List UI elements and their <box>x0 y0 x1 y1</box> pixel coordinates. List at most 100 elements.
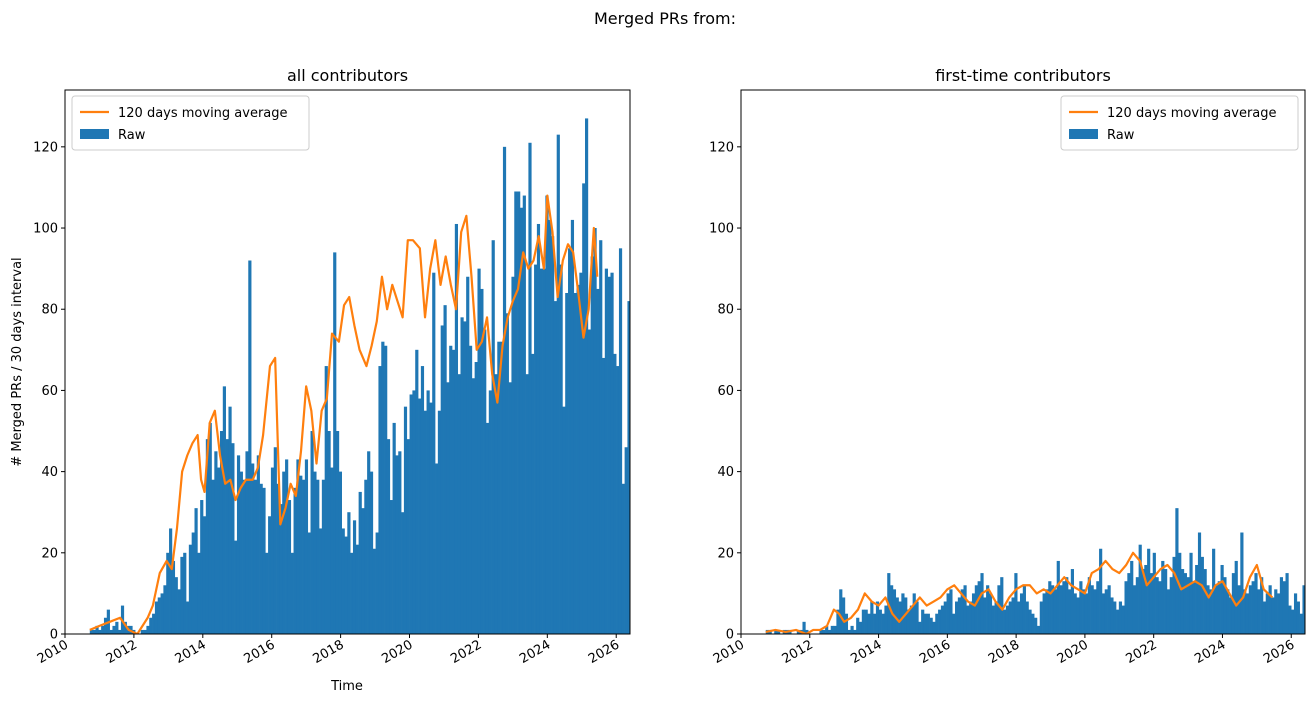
raw-bar <box>1217 581 1221 634</box>
raw-bar <box>1014 573 1018 634</box>
y-tick-label: 40 <box>717 465 734 480</box>
raw-bar <box>1003 609 1007 634</box>
y-tick-label: 20 <box>41 546 58 561</box>
raw-bar <box>565 292 569 634</box>
raw-bar <box>1022 585 1026 634</box>
x-tick-label: 2012 <box>104 637 140 667</box>
raw-bar <box>678 293 681 634</box>
raw-bar <box>1090 585 1094 634</box>
raw-bar <box>140 629 144 634</box>
raw-bar <box>440 325 444 634</box>
x-tick-label: 2020 <box>1055 637 1091 667</box>
raw-bar <box>285 459 289 634</box>
raw-bar <box>200 500 204 634</box>
raw-bar <box>488 390 492 634</box>
x-tick-label: 2022 <box>1124 637 1160 667</box>
raw-bar <box>211 479 215 634</box>
raw-bar <box>1118 601 1123 634</box>
raw-bar <box>548 219 552 634</box>
raw-bar <box>721 171 724 634</box>
plot-area <box>765 508 1314 634</box>
raw-bar <box>367 451 371 634</box>
raw-bar <box>321 479 326 634</box>
raw-bar <box>1124 581 1128 634</box>
raw-bar <box>316 479 320 634</box>
raw-bar <box>528 142 532 634</box>
raw-bar <box>590 256 594 634</box>
legend-entry-raw: Raw <box>1107 128 1135 143</box>
raw-bar <box>101 625 105 634</box>
raw-bar <box>1172 556 1176 634</box>
raw-bar <box>202 516 207 634</box>
raw-bar <box>1234 560 1238 634</box>
raw-bar <box>926 613 930 634</box>
raw-bar <box>1169 577 1173 634</box>
raw-bar <box>154 601 159 634</box>
raw-bar <box>551 236 555 634</box>
raw-bar <box>1079 581 1083 634</box>
raw-bar <box>1209 589 1213 634</box>
raw-bar <box>576 284 580 634</box>
raw-bar <box>624 447 628 634</box>
x-tick-label: 2014 <box>173 637 209 667</box>
y-tick-label: 0 <box>726 628 734 643</box>
raw-bar <box>146 625 150 634</box>
raw-bar <box>735 114 738 634</box>
raw-bar <box>604 268 608 634</box>
raw-bar <box>861 609 865 634</box>
raw-bar <box>673 297 676 634</box>
raw-bar <box>1000 577 1004 634</box>
raw-bar <box>392 422 396 634</box>
raw-bar <box>1229 597 1233 634</box>
raw-bar <box>545 195 549 634</box>
x-tick-label: 2016 <box>917 637 953 667</box>
raw-bar <box>1206 585 1210 634</box>
raw-bar <box>1132 585 1137 634</box>
raw-bar <box>618 248 623 634</box>
raw-bar <box>536 223 541 634</box>
x-axis-label: Time <box>330 679 363 694</box>
raw-bar <box>963 585 967 634</box>
raw-bar <box>621 483 625 634</box>
x-tick-label: 2018 <box>310 637 346 667</box>
raw-bar <box>1017 601 1021 634</box>
raw-bar <box>819 629 823 634</box>
raw-bar <box>918 621 922 634</box>
raw-bar <box>1116 609 1120 634</box>
raw-bar <box>1096 581 1100 634</box>
raw-bar <box>980 573 984 634</box>
legend-entry-raw: Raw <box>118 128 146 143</box>
raw-bar <box>225 439 229 634</box>
raw-bar <box>525 374 529 634</box>
raw-bar <box>943 601 947 634</box>
raw-bar <box>593 228 597 634</box>
raw-bar <box>969 601 973 634</box>
y-tick-label: 80 <box>717 303 734 318</box>
raw-bar <box>802 621 806 634</box>
raw-bar <box>420 366 425 634</box>
raw-bar <box>287 500 292 634</box>
raw-bar <box>485 422 490 634</box>
raw-bar <box>1311 577 1314 634</box>
raw-bar <box>1059 585 1063 634</box>
raw-bar <box>1262 601 1267 634</box>
raw-bar <box>426 390 430 634</box>
raw-bar <box>994 601 998 634</box>
raw-bar <box>508 382 512 634</box>
raw-bar <box>542 268 546 634</box>
raw-bar <box>562 406 566 634</box>
raw-bar <box>915 601 919 634</box>
raw-bar <box>1051 585 1055 634</box>
raw-bar <box>707 354 710 634</box>
legend-swatch-raw <box>80 129 109 139</box>
raw-bar <box>1099 548 1103 634</box>
raw-bar <box>1104 589 1108 634</box>
raw-bar <box>253 479 258 634</box>
raw-bar <box>1036 625 1041 634</box>
x-tick-label: 2014 <box>848 637 884 667</box>
raw-bar <box>698 147 701 634</box>
raw-bar <box>875 601 880 634</box>
raw-bar <box>573 292 577 634</box>
raw-bar <box>1277 593 1281 634</box>
raw-bar <box>1243 589 1247 634</box>
